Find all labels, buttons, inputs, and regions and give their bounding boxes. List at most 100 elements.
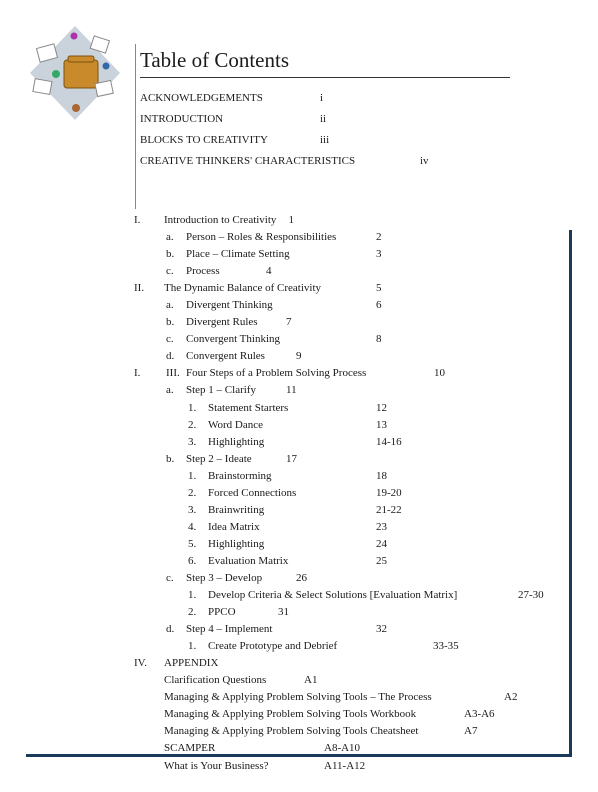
- toc-page: 4: [266, 263, 272, 280]
- toc-row: 2. Word Dance 13: [186, 417, 568, 434]
- page-title: Table of Contents: [140, 48, 510, 78]
- toc-row: 1. Develop Criteria & Select Solutions […: [186, 587, 568, 604]
- front-row: ACKNOWLEDGEMENTS i: [140, 92, 558, 104]
- toc-text: Person – Roles & Responsibilities: [186, 229, 376, 246]
- toc-text: Brainwriting: [208, 502, 376, 519]
- toc-text: Word Dance: [208, 417, 376, 434]
- toc-text: SCAMPER: [164, 740, 324, 757]
- toc-page: 32: [376, 621, 387, 638]
- toc-page: A8-A10: [324, 740, 360, 757]
- toc-num: 2.: [186, 485, 208, 502]
- toc-text: The Dynamic Balance of Creativity: [164, 280, 376, 297]
- toc-text: Introduction to Creativity: [164, 212, 276, 229]
- toc-text: Develop Criteria & Select Solutions [Eva…: [208, 587, 518, 604]
- toc-row: Clarification Questions A1: [164, 672, 568, 689]
- toc-text: Brainstorming: [208, 468, 376, 485]
- toc-num: III.: [164, 365, 186, 382]
- toc-num: 1.: [186, 400, 208, 417]
- toc-text: Step 4 – Implement: [186, 621, 376, 638]
- toc-page: 19-20: [376, 485, 402, 502]
- toc-page: 33-35: [433, 638, 459, 655]
- toc-text: Idea Matrix: [208, 519, 376, 536]
- front-page: i: [320, 92, 323, 104]
- toc-num: 1.: [186, 638, 208, 655]
- toc-page: A11-A12: [324, 758, 365, 775]
- front-row: BLOCKS TO CREATIVITY iii: [140, 134, 558, 146]
- title-divider-vertical: [135, 44, 136, 209]
- toc-num: 3.: [186, 502, 208, 519]
- toc-page: 13: [376, 417, 387, 434]
- toc-text: Four Steps of a Problem Solving Process: [186, 365, 434, 382]
- toc-num: 5.: [186, 536, 208, 553]
- toc-page: 3: [376, 246, 382, 263]
- toc-num: d.: [164, 621, 186, 638]
- toc-page: 6: [376, 297, 382, 314]
- front-row: CREATIVE THINKERS' CHARACTERISTICS iv: [140, 155, 558, 167]
- front-page: ii: [320, 113, 326, 125]
- toc-page: 9: [296, 348, 302, 365]
- toc-num: a.: [164, 229, 186, 246]
- toc-text: Step 2 – Ideate: [186, 451, 286, 468]
- toc-text: Managing & Applying Problem Solving Tool…: [164, 723, 464, 740]
- toc-row: 3. Highlighting 14-16: [186, 434, 568, 451]
- toc-text: Clarification Questions: [164, 672, 304, 689]
- toc-text: Highlighting: [208, 434, 376, 451]
- toc-row: 2. PPCO 31: [186, 604, 568, 621]
- toc-row: c. Step 3 – Develop 26: [164, 570, 568, 587]
- toc-row: 2. Forced Connections 19-20: [186, 485, 568, 502]
- toc-row: 1. Statement Starters 12: [186, 400, 568, 417]
- toc-text: Divergent Thinking: [186, 297, 376, 314]
- toc-num: 3.: [186, 434, 208, 451]
- toc-num: 2.: [186, 417, 208, 434]
- toc-body: I. Introduction to Creativity 1 a. Perso…: [134, 212, 568, 775]
- toc-text: PPCO: [208, 604, 278, 621]
- toc-page: 2: [376, 229, 382, 246]
- toc-row: 6. Evaluation Matrix 25: [186, 553, 568, 570]
- toc-row: b. Place – Climate Setting 3: [164, 246, 568, 263]
- toc-row: IV. APPENDIX: [134, 655, 568, 672]
- toc-page: 17: [286, 451, 297, 468]
- toc-num: 6.: [186, 553, 208, 570]
- toc-text: Create Prototype and Debrief: [208, 638, 433, 655]
- toc-page: 27-30: [518, 587, 544, 604]
- toc-text: Managing & Applying Problem Solving Tool…: [164, 689, 504, 706]
- toc-num: I.: [134, 212, 164, 229]
- front-label: CREATIVE THINKERS' CHARACTERISTICS: [140, 155, 420, 167]
- page-border-right: [569, 230, 572, 754]
- toc-page: 1: [288, 212, 294, 229]
- toc-text: Managing & Applying Problem Solving Tool…: [164, 706, 464, 723]
- toc-row: SCAMPER A8-A10: [164, 740, 568, 757]
- toc-row: d. Step 4 – Implement 32: [164, 621, 568, 638]
- toc-text: Statement Starters: [208, 400, 376, 417]
- toc-text: Convergent Thinking: [186, 331, 376, 348]
- toc-num: 1.: [186, 468, 208, 485]
- toc-page: A7: [464, 723, 477, 740]
- toc-page: 8: [376, 331, 382, 348]
- corner-illustration: [20, 18, 130, 128]
- toc-num: IV.: [134, 655, 164, 672]
- toc-page: 21-22: [376, 502, 402, 519]
- toc-page: 14-16: [376, 434, 402, 451]
- toc-row: Managing & Applying Problem Solving Tool…: [164, 723, 568, 740]
- toc-row: Managing & Applying Problem Solving Tool…: [164, 689, 568, 706]
- toc-row: a. Divergent Thinking 6: [164, 297, 568, 314]
- toc-row: I. Introduction to Creativity 1: [134, 212, 568, 229]
- toc-row: II. The Dynamic Balance of Creativity 5: [134, 280, 568, 297]
- toc-page: 23: [376, 519, 387, 536]
- toc-text: Step 1 – Clarify: [186, 382, 286, 399]
- toc-num: b.: [164, 314, 186, 331]
- front-label: INTRODUCTION: [140, 113, 320, 125]
- page: Table of Contents ACKNOWLEDGEMENTS i INT…: [0, 0, 598, 792]
- toc-page: 25: [376, 553, 387, 570]
- toc-text: Divergent Rules: [186, 314, 286, 331]
- toc-page: 18: [376, 468, 387, 485]
- toc-row: c. Process 4: [164, 263, 568, 280]
- toc-num: 4.: [186, 519, 208, 536]
- toc-row: 1. Create Prototype and Debrief 33-35: [186, 638, 568, 655]
- toc-row: d. Convergent Rules 9: [164, 348, 568, 365]
- toc-num: b.: [164, 246, 186, 263]
- toc-page: 24: [376, 536, 387, 553]
- toc-page: 31: [278, 604, 289, 621]
- toc-num: c.: [164, 331, 186, 348]
- toc-row: b. Step 2 – Ideate 17: [164, 451, 568, 468]
